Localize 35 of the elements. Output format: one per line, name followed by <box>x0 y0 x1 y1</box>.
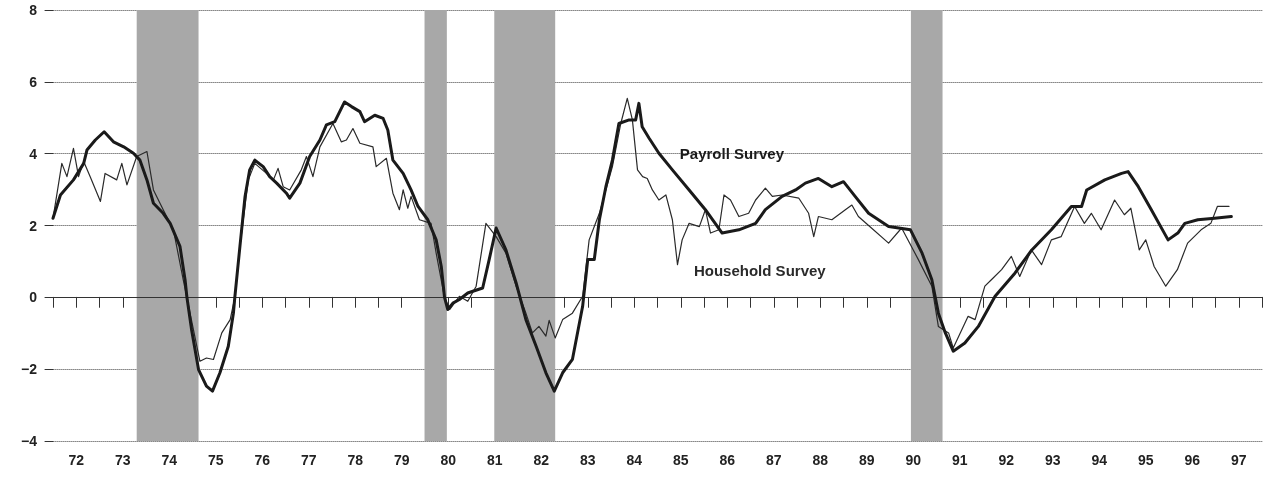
x-tick-label: 74 <box>161 452 178 468</box>
series-label: Payroll Survey <box>679 145 785 163</box>
y-tick-label: 0 <box>29 289 38 306</box>
x-tick-label: 86 <box>719 452 736 468</box>
y-tick-label: 8 <box>29 2 38 18</box>
x-tick-label: 91 <box>951 452 968 468</box>
y-tick-label: −2 <box>21 361 38 378</box>
x-tick-label: 85 <box>672 452 689 468</box>
x-tick-label: 72 <box>68 452 85 468</box>
y-tick-label: 4 <box>29 145 38 162</box>
x-tick-label: 92 <box>998 452 1015 468</box>
x-tick-label: 83 <box>579 452 596 468</box>
x-tick-label: 82 <box>533 452 550 468</box>
x-tick-label: 73 <box>114 452 131 468</box>
x-tick-label: 87 <box>765 452 782 468</box>
x-tick-label: 80 <box>440 452 457 468</box>
x-tick-label: 97 <box>1230 452 1247 468</box>
x-tick-label: 96 <box>1184 452 1201 468</box>
x-tick-label: 90 <box>905 452 922 468</box>
y-tick-label: −4 <box>21 433 38 449</box>
x-tick-label: 76 <box>254 452 271 468</box>
x-tick-label: 79 <box>393 452 410 468</box>
x-tick-label: 75 <box>207 452 224 468</box>
y-tick-label: 2 <box>29 217 38 234</box>
x-tick-label: 88 <box>812 452 829 468</box>
x-tick-label: 78 <box>347 452 364 468</box>
x-tick-label: 94 <box>1091 452 1108 468</box>
x-tick-label: 95 <box>1137 452 1154 468</box>
y-tick-label: 6 <box>29 73 38 90</box>
series-label: Household Survey <box>693 261 827 279</box>
x-tick-label: 89 <box>858 452 875 468</box>
x-tick-label: 81 <box>486 452 503 468</box>
x-tick-label: 77 <box>300 452 317 468</box>
x-tick-label: 84 <box>626 452 643 468</box>
x-tick-label: 93 <box>1044 452 1061 468</box>
